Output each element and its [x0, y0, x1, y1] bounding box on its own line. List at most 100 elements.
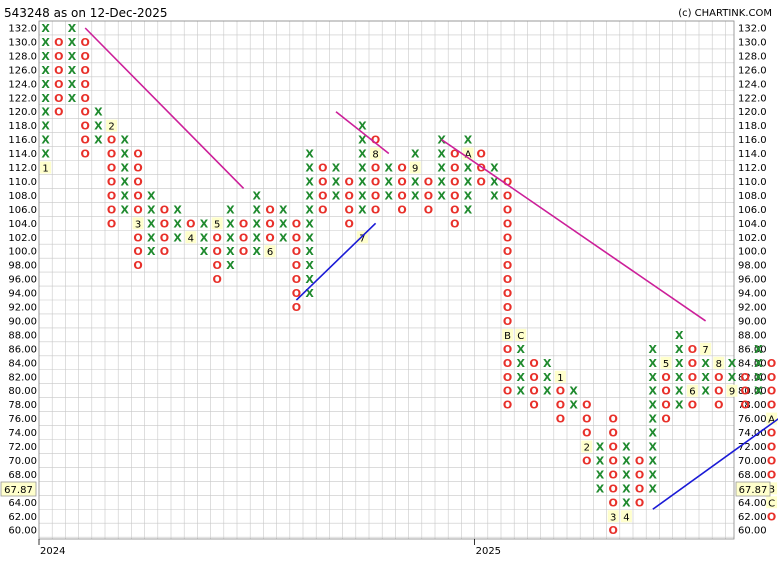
o-box: O	[503, 245, 512, 258]
x-box: X	[464, 175, 473, 188]
y-tick-right: 130.0	[738, 37, 767, 48]
o-box: O	[450, 203, 459, 216]
x-box: X	[41, 78, 50, 91]
y-tick-right: 120.0	[738, 107, 767, 118]
o-box: O	[582, 413, 591, 426]
o-box: O	[54, 106, 63, 119]
x-box: X	[332, 162, 341, 175]
o-box: O	[609, 524, 618, 537]
x-box: X	[147, 245, 156, 258]
y-tick-right: 106.0	[738, 205, 767, 216]
x-box: X	[121, 175, 130, 188]
y-tick-right: 68.00	[738, 470, 767, 481]
x-year-label: 2025	[476, 546, 501, 557]
x-box: X	[649, 441, 658, 454]
o-box: O	[160, 203, 169, 216]
month-marker-bg	[502, 328, 514, 341]
y-tick-right: 96.00	[738, 275, 767, 286]
month-marker: C	[517, 331, 524, 342]
y-tick-right: 76.00	[738, 414, 767, 425]
o-box: O	[767, 399, 776, 412]
o-box: O	[81, 148, 90, 161]
y-tick-left: 68.00	[8, 470, 37, 481]
o-box: O	[767, 427, 776, 440]
x-box: X	[305, 245, 314, 258]
o-box: O	[345, 175, 354, 188]
x-box: X	[728, 371, 737, 384]
x-box: X	[253, 217, 262, 230]
o-box: O	[688, 343, 697, 356]
y-tick-right: 62.00	[738, 512, 767, 523]
o-box: O	[529, 399, 538, 412]
x-box: X	[305, 259, 314, 272]
y-tick-left: 72.00	[8, 442, 37, 453]
month-marker: 1	[42, 164, 48, 175]
x-box: X	[305, 175, 314, 188]
x-box: X	[701, 357, 710, 370]
x-box: X	[649, 427, 658, 440]
y-tick-right: 84.00	[738, 358, 767, 369]
o-box: O	[54, 92, 63, 105]
o-box: O	[503, 273, 512, 286]
month-marker-bg	[185, 231, 197, 244]
o-box: O	[503, 217, 512, 230]
x-box: X	[94, 120, 103, 133]
x-box: X	[385, 162, 394, 175]
month-marker-bg	[766, 482, 778, 495]
x-box: X	[490, 175, 499, 188]
o-box: O	[54, 78, 63, 91]
o-box: O	[54, 50, 63, 63]
o-box: O	[556, 399, 565, 412]
x-box: X	[226, 231, 235, 244]
y-tick-left: 78.00	[8, 400, 37, 411]
o-box: O	[767, 357, 776, 370]
o-box: O	[529, 371, 538, 384]
y-tick-right: 100.0	[738, 247, 767, 258]
y-tick-left: 96.00	[8, 275, 37, 286]
o-box: O	[424, 189, 433, 202]
o-box: O	[107, 203, 116, 216]
y-tick-left: 92.00	[8, 303, 37, 314]
x-box: X	[675, 385, 684, 398]
month-marker-bg	[607, 510, 619, 523]
y-tick-left: 94.00	[8, 289, 37, 300]
x-box: X	[68, 92, 77, 105]
month-marker: 4	[188, 233, 194, 244]
o-box: O	[81, 106, 90, 119]
o-box: O	[318, 162, 327, 175]
o-box: O	[318, 189, 327, 202]
o-box: O	[609, 413, 618, 426]
month-marker: C	[768, 498, 775, 509]
o-box: O	[582, 427, 591, 440]
x-box: X	[649, 413, 658, 426]
o-box: O	[160, 217, 169, 230]
plot-frame	[38, 20, 735, 540]
o-box: O	[767, 510, 776, 523]
x-box: X	[41, 36, 50, 49]
x-box: X	[754, 385, 763, 398]
x-box: X	[701, 371, 710, 384]
o-box: O	[635, 454, 644, 467]
o-box: O	[81, 134, 90, 147]
x-box: X	[121, 203, 130, 216]
o-box: O	[133, 259, 142, 272]
x-box: X	[68, 22, 77, 35]
y-tick-right: 88.00	[738, 330, 767, 341]
x-box: X	[41, 120, 50, 133]
x-box: X	[226, 217, 235, 230]
x-box: X	[358, 189, 367, 202]
o-box: O	[107, 134, 116, 147]
o-box: O	[503, 343, 512, 356]
month-marker: B	[768, 484, 775, 495]
x-box: X	[173, 217, 182, 230]
o-box: O	[81, 36, 90, 49]
month-marker: 5	[214, 219, 220, 230]
y-tick-left: 90.00	[8, 316, 37, 327]
month-marker-bg	[211, 217, 223, 230]
o-box: O	[292, 231, 301, 244]
month-marker: 7	[702, 345, 708, 356]
o-box: O	[661, 413, 670, 426]
x-box: X	[675, 399, 684, 412]
y-tick-left: 118.0	[8, 121, 37, 132]
y-tick-left: 106.0	[8, 205, 37, 216]
